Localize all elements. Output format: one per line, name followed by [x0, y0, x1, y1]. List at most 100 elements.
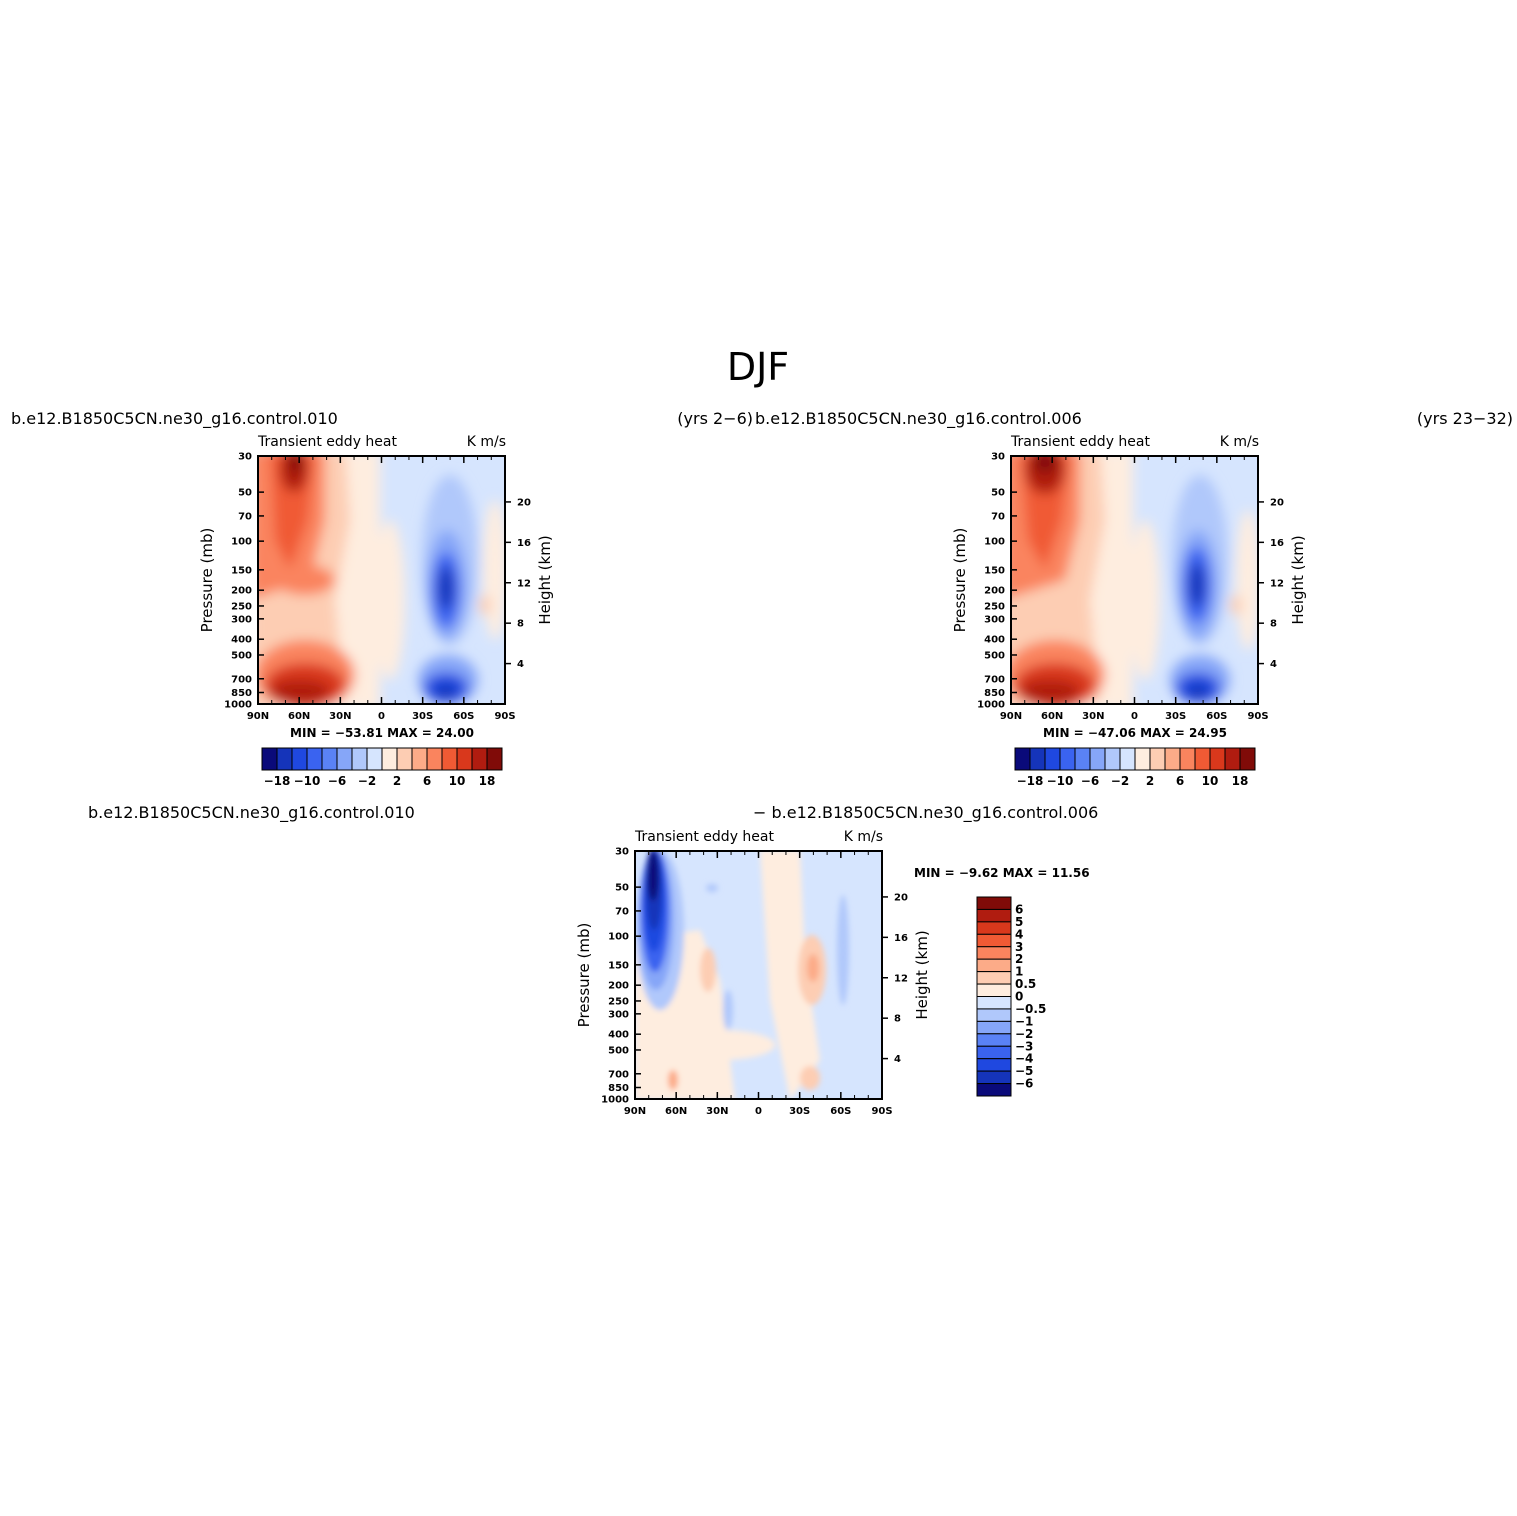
- x-tick-label: 60S: [453, 711, 474, 722]
- x-tick-label: 60N: [1041, 711, 1063, 722]
- x-tick-label: 30N: [329, 711, 351, 722]
- colorbar-swatch: [306, 747, 323, 771]
- y-tick-label: 150: [608, 960, 629, 971]
- panel-title-left: Transient eddy heat: [1010, 434, 1150, 450]
- y-tick-label: 200: [984, 586, 1005, 597]
- y-tick-label: 100: [608, 932, 629, 943]
- colorbar-swatch: [1119, 747, 1136, 771]
- y-tick-label: 30: [615, 847, 629, 858]
- x-tick-label: 60S: [1206, 711, 1227, 722]
- y-tick-label: 100: [984, 537, 1005, 548]
- x-tick-label: 60S: [830, 1106, 851, 1117]
- panel-title-right: K m/s: [467, 434, 506, 450]
- x-tick-label: 0: [1131, 711, 1138, 722]
- colorbar-label: 0: [1015, 990, 1023, 1004]
- x-tick-label: 90N: [247, 711, 269, 722]
- right-run-label: b.e12.B1850C5CN.ne30_g16.control.006: [755, 409, 1082, 429]
- figure-title: DJF: [727, 345, 789, 389]
- colorbar-label: −18: [1017, 774, 1044, 788]
- x-tick-label: 90N: [1000, 711, 1022, 722]
- y-tick-label: 70: [991, 511, 1005, 522]
- colorbar-swatch: [976, 946, 1012, 960]
- y-axis-label: Pressure (mb): [575, 923, 593, 1028]
- colorbar-label: 2: [1146, 774, 1154, 788]
- colorbar-swatch: [1074, 747, 1091, 771]
- y-right-tick-label: 20: [517, 497, 531, 508]
- colorbar-label: −6: [1015, 1077, 1033, 1091]
- y-axis-label: Pressure (mb): [951, 528, 969, 633]
- y-tick-label: 100: [231, 537, 252, 548]
- y-right-tick-label: 12: [894, 973, 908, 984]
- y-tick-label: 700: [608, 1069, 629, 1080]
- colorbar-label: −18: [264, 774, 291, 788]
- y-tick-label: 400: [231, 635, 252, 646]
- colorbar-label: 0.5: [1015, 977, 1036, 991]
- colorbar-label: 10: [1202, 774, 1219, 788]
- y-tick-label: 200: [231, 586, 252, 597]
- x-tick-label: 30S: [1165, 711, 1186, 722]
- colorbar-swatch: [1029, 747, 1046, 771]
- generated-marks: 3050701001502002503004005007008501000201…: [224, 452, 1284, 1118]
- colorbar-swatch: [486, 747, 503, 771]
- colorbar-label: 2: [393, 774, 401, 788]
- x-tick-label: 30N: [706, 1106, 728, 1117]
- colorbar-label: 5: [1015, 915, 1023, 929]
- panel-title-left: Transient eddy heat: [257, 434, 397, 450]
- y-right-tick-label: 12: [1270, 578, 1284, 589]
- colorbar-swatch: [1104, 747, 1121, 771]
- y-right-tick-label: 8: [1270, 619, 1277, 630]
- y-tick-label: 250: [984, 601, 1005, 612]
- y-tick-label: 150: [231, 565, 252, 576]
- diff-right-run-label: − b.e12.B1850C5CN.ne30_g16.control.006: [753, 803, 1098, 823]
- x-tick-label: 30S: [412, 711, 433, 722]
- contour-field: [258, 456, 505, 704]
- colorbar-swatch: [976, 1070, 1012, 1085]
- min-max-stats: MIN = −9.62 MAX = 11.56: [914, 866, 1090, 880]
- y-tick-label: 200: [608, 981, 629, 992]
- diff-left-run-label: b.e12.B1850C5CN.ne30_g16.control.010: [88, 803, 415, 823]
- y-tick-label: 50: [991, 488, 1005, 499]
- colorbar-swatch: [1044, 747, 1061, 771]
- y-axis-label-right: Height (km): [1289, 535, 1307, 624]
- y-tick-label: 850: [608, 1083, 629, 1094]
- colorbar-label: 6: [1015, 902, 1023, 916]
- colorbar-swatch: [976, 971, 1012, 985]
- y-tick-label: 50: [238, 488, 252, 499]
- colorbar-swatch: [976, 1033, 1012, 1047]
- x-tick-label: 90S: [871, 1106, 892, 1117]
- colorbar-swatch: [1239, 747, 1256, 771]
- colorbar-swatch: [336, 747, 353, 771]
- colorbar-label: 18: [479, 774, 496, 788]
- colorbar-swatch: [1089, 747, 1106, 771]
- y-tick-label: 30: [238, 452, 252, 463]
- x-tick-label: 60N: [665, 1106, 687, 1117]
- y-right-tick-label: 8: [517, 619, 524, 630]
- colorbar-swatch: [396, 747, 413, 771]
- colorbar-swatch: [976, 896, 1012, 910]
- colorbar-swatch: [976, 1058, 1012, 1072]
- colorbar-swatch: [1149, 747, 1166, 771]
- x-tick-label: 90N: [624, 1106, 646, 1117]
- colorbar-label: −1: [1015, 1014, 1033, 1028]
- colorbar-label: −6: [1081, 774, 1099, 788]
- y-right-tick-label: 20: [1270, 497, 1284, 508]
- colorbar-swatch: [976, 921, 1012, 935]
- y-tick-label: 500: [608, 1045, 629, 1056]
- colorbar-label: −0.5: [1015, 1002, 1046, 1016]
- min-max-stats: MIN = −47.06 MAX = 24.95: [1043, 726, 1227, 740]
- colorbar-label: −5: [1015, 1064, 1033, 1078]
- colorbar-swatch: [411, 747, 428, 771]
- y-tick-label: 150: [984, 565, 1005, 576]
- colorbar-swatch: [976, 1083, 1012, 1097]
- min-max-stats: MIN = −53.81 MAX = 24.00: [290, 726, 474, 740]
- y-tick-label: 700: [984, 674, 1005, 685]
- colorbar-swatch: [1164, 747, 1181, 771]
- y-tick-label: 250: [231, 601, 252, 612]
- colorbar-label: 3: [1015, 940, 1023, 954]
- colorbar-label: −2: [358, 774, 376, 788]
- colorbar-swatch: [976, 908, 1012, 923]
- colorbar-swatch: [366, 747, 383, 771]
- colorbar-swatch: [976, 996, 1012, 1010]
- colorbar-label: 1: [1015, 965, 1023, 979]
- x-tick-label: 0: [755, 1106, 762, 1117]
